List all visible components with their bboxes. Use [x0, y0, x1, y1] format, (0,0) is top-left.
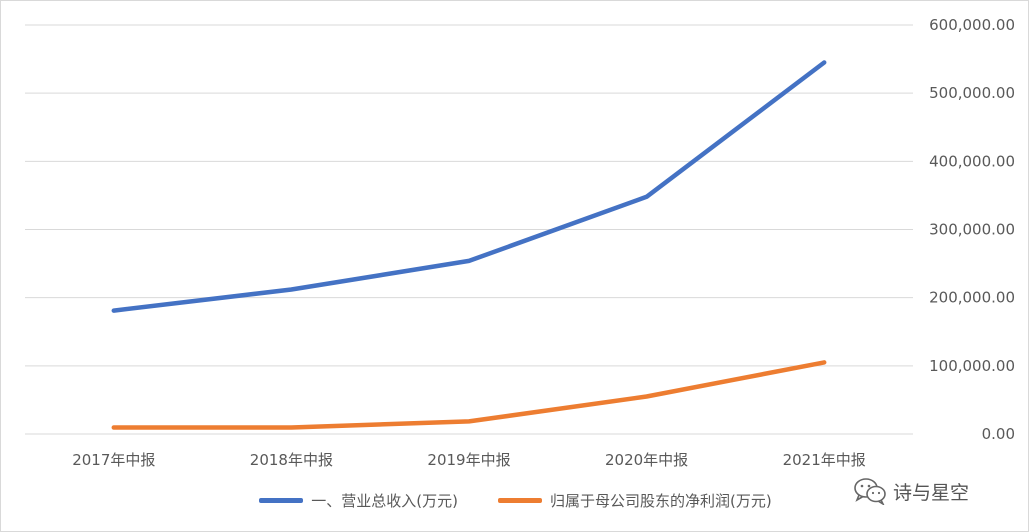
series-line-revenue	[111, 60, 827, 313]
x-tick-label: 2019年中报	[427, 451, 510, 469]
x-tick-label: 2021年中报	[783, 451, 866, 469]
line-chart: 0.00 100,000.00 200,000.00 300,000.00 400,00…	[25, 16, 1015, 469]
legend-item-revenue: 一、营业总收入(万元)	[259, 490, 458, 511]
legend-label-net-profit: 归属于母公司股东的净利润(万元)	[550, 491, 772, 510]
y-tick-label: 600,000.00	[929, 16, 1015, 34]
y-tick-label: 100,000.00	[929, 357, 1015, 375]
y-tick-label: 400,000.00	[929, 152, 1015, 170]
watermark-text: 诗与星空	[893, 481, 970, 504]
legend-swatch-revenue	[259, 497, 304, 503]
y-axis-ticks: 0.00 100,000.00 200,000.00 300,000.00 400,00…	[929, 16, 1015, 443]
series-lines	[111, 60, 827, 430]
y-tick-label: 300,000.00	[929, 221, 1015, 239]
series-line-net-profit	[111, 360, 827, 430]
legend-label-revenue: 一、营业总收入(万元)	[311, 491, 458, 510]
watermark: 诗与星空	[853, 477, 969, 505]
y-tick-label: 0.00	[982, 425, 1015, 443]
wechat-icon	[854, 478, 886, 505]
x-axis-ticks: 2017年中报 2018年中报 2019年中报 2020年中报 2021年中报	[72, 451, 866, 469]
y-tick-label: 500,000.00	[929, 84, 1015, 102]
legend-swatch-net-profit	[498, 497, 542, 503]
x-tick-label: 2018年中报	[250, 451, 333, 469]
legend: 一、营业总收入(万元) 归属于母公司股东的净利润(万元)	[1, 485, 1029, 515]
legend-item-net-profit: 归属于母公司股东的净利润(万元)	[498, 490, 772, 511]
x-tick-label: 2020年中报	[605, 451, 688, 469]
x-tick-label: 2017年中报	[72, 451, 155, 469]
gridlines	[25, 24, 913, 435]
y-tick-label: 200,000.00	[929, 289, 1015, 307]
